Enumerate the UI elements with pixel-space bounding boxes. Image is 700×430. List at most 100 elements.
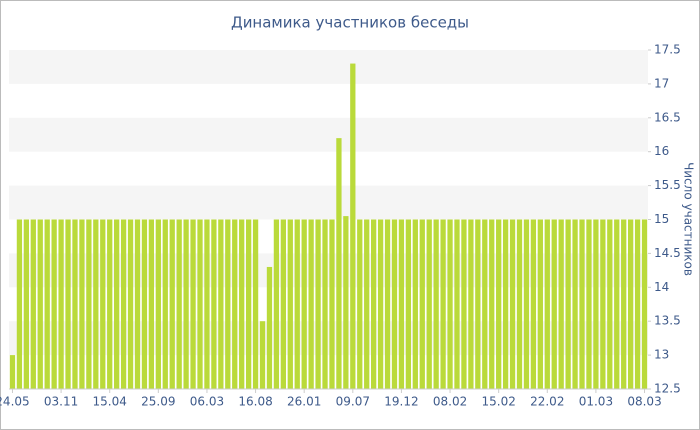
grid-band (9, 117, 648, 152)
bar (468, 219, 474, 389)
bar (593, 219, 599, 389)
bar (245, 219, 252, 389)
bar (72, 219, 78, 389)
bar (343, 216, 349, 389)
bar (225, 219, 231, 389)
bar (614, 219, 620, 389)
bar (252, 219, 259, 389)
x-tick-label: 16.08 (238, 395, 272, 409)
bar (371, 219, 377, 389)
x-tick-label: 22.02 (530, 395, 564, 409)
bar (440, 219, 446, 389)
bar (586, 219, 592, 389)
y-tick-label: 15.5 (654, 178, 681, 192)
bar (412, 219, 418, 389)
bar (280, 219, 286, 389)
bar (148, 219, 155, 389)
x-tick-label: 26.01 (287, 395, 321, 409)
bar (377, 219, 384, 389)
bar (607, 219, 613, 389)
x-tick-label: 24.05 (0, 395, 30, 409)
x-tick-label: 08.02 (433, 395, 467, 409)
bar (100, 219, 106, 389)
y-tick-label: 14.5 (654, 246, 681, 260)
bar (65, 219, 71, 389)
bar (197, 219, 203, 389)
bar (454, 219, 460, 389)
y-tick-label: 16.5 (654, 110, 681, 124)
bar (530, 219, 537, 389)
y-tick-label: 15 (654, 212, 669, 226)
bar (551, 219, 557, 389)
bar (176, 219, 182, 389)
bar (155, 219, 161, 389)
bar (107, 219, 113, 389)
bar (30, 219, 36, 389)
chart-title: Динамика участников беседы (231, 14, 469, 32)
bar (294, 219, 300, 389)
bar (398, 219, 405, 389)
bar (183, 219, 189, 389)
bar (641, 219, 648, 389)
bar (516, 219, 523, 389)
bar (405, 219, 412, 389)
bar (273, 219, 280, 389)
bar (579, 219, 585, 389)
bar (447, 219, 453, 389)
bar (190, 219, 196, 389)
bar (44, 219, 50, 389)
x-tick-label: 15.02 (481, 395, 515, 409)
bar (322, 219, 328, 389)
bar (239, 219, 245, 389)
bar (523, 219, 530, 389)
bar (350, 63, 356, 390)
bar (537, 219, 543, 389)
x-tick-label: 19.12 (384, 395, 418, 409)
bar (634, 219, 641, 389)
grid-band (9, 50, 648, 84)
bar (93, 219, 99, 389)
bar (482, 219, 488, 389)
x-tick-label: 08.03 (627, 395, 661, 409)
x-tick-label: 03.11 (44, 395, 78, 409)
bar (329, 219, 335, 389)
x-tick-label: 09.07 (336, 395, 370, 409)
bar (51, 219, 57, 389)
bar (496, 219, 502, 389)
y-axis-title: Число участников (682, 162, 696, 276)
bar (114, 219, 120, 389)
bar (259, 321, 266, 389)
bar (489, 219, 495, 389)
grid-band (9, 185, 648, 220)
bar (364, 219, 370, 389)
bar (600, 219, 606, 389)
bar (301, 219, 307, 389)
bar (315, 219, 321, 389)
x-tick-label: 06.03 (190, 395, 224, 409)
bar (433, 219, 439, 389)
bar (134, 219, 141, 389)
y-tick-label: 17.5 (654, 43, 681, 57)
y-tick-label: 17 (654, 76, 669, 90)
bar (336, 138, 342, 389)
bar (475, 219, 481, 389)
x-tick-label: 15.04 (93, 395, 127, 409)
y-tick-label: 16 (654, 144, 669, 158)
bar (572, 219, 578, 389)
y-tick-label: 13.5 (654, 314, 681, 328)
bar (37, 219, 43, 389)
bar (127, 219, 134, 389)
bar (544, 219, 550, 389)
bar (218, 219, 224, 389)
bar (384, 219, 391, 389)
bar (169, 219, 175, 389)
bar (565, 219, 571, 389)
bar (308, 219, 314, 389)
y-tick-label: 12.5 (654, 382, 681, 396)
bar (232, 219, 238, 389)
bar (558, 219, 564, 389)
y-tick-label: 13 (654, 348, 669, 362)
x-tick-label: 25.09 (141, 395, 175, 409)
bar (23, 219, 30, 389)
